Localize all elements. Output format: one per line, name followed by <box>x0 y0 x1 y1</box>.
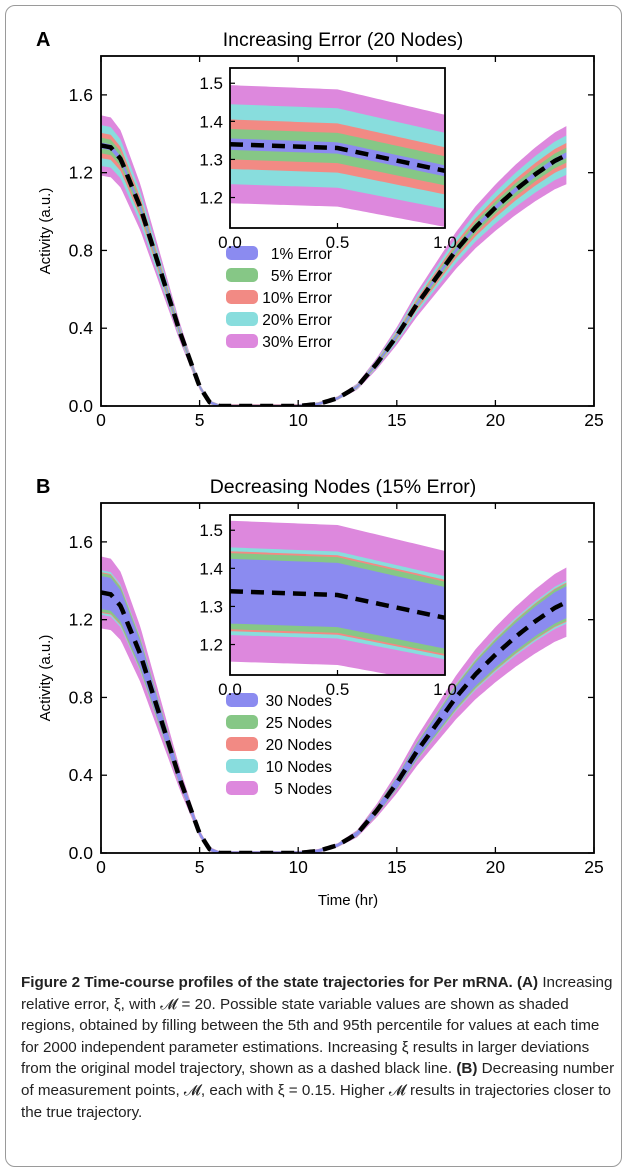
legend-swatch <box>226 781 258 795</box>
band-group <box>101 556 568 853</box>
chart-title: Increasing Error (20 Nodes) <box>223 29 464 51</box>
inset-x-tick-label: 1.0 <box>433 233 457 252</box>
legend-label: 25 Nodes <box>266 715 333 732</box>
legend-swatch <box>226 312 258 326</box>
y-tick-label: 0.4 <box>69 318 94 338</box>
y-tick-label: 0.4 <box>69 765 94 785</box>
plot-frame <box>100 55 595 407</box>
band-group <box>101 115 568 406</box>
legend-label: 30% Error <box>262 334 332 351</box>
inset-x-tick-label: 1.0 <box>433 680 457 699</box>
inset-y-tick-label: 1.3 <box>199 150 223 169</box>
y-tick-label: 1.6 <box>69 532 93 552</box>
inset-y-tick-label: 1.5 <box>199 74 223 93</box>
figure-caption: Figure 2 Time-course profiles of the sta… <box>21 972 616 1123</box>
caption-part-b-text: Decreasing number of measurement points,… <box>21 1060 615 1121</box>
legend-label: 10 Nodes <box>266 759 333 776</box>
x-tick-label: 25 <box>584 857 603 877</box>
caption-part-b-label: (B) <box>456 1060 478 1078</box>
legend-swatch <box>226 334 258 348</box>
legend-label: 10% Error <box>262 290 332 307</box>
panel-label: A <box>36 29 50 51</box>
inset-y-tick-label: 1.2 <box>199 189 223 208</box>
x-tick-label: 10 <box>288 410 308 430</box>
x-tick-label: 5 <box>195 410 205 430</box>
y-axis-label: Activity (a.u.) <box>37 188 54 275</box>
inset-true-trajectory-line <box>230 588 445 621</box>
panel-label: B <box>36 476 50 498</box>
x-axis-label: Time (hr) <box>318 892 378 909</box>
legend-label: 5 Nodes <box>274 781 332 798</box>
chart-panel-a: A Increasing Error (20 Nodes) 0 5 10 15 20 25 0.… <box>36 29 604 430</box>
plot-frame <box>100 502 595 854</box>
y-tick-label: 1.6 <box>69 85 93 105</box>
legend-label: 30 Nodes <box>266 693 333 710</box>
y-tick-label: 0.0 <box>69 396 94 416</box>
x-tick-label: 20 <box>486 857 506 877</box>
inset-band-group <box>230 85 445 227</box>
legend-swatch <box>226 737 258 751</box>
inset-y-tick-label: 1.3 <box>199 597 223 616</box>
x-tick-label: 15 <box>387 857 406 877</box>
chart-title: Decreasing Nodes (15% Error) <box>210 476 477 498</box>
chart-panel-b: B Decreasing Nodes (15% Error) 0 5 10 15 20 25 0… <box>36 476 604 909</box>
inset-band <box>230 558 445 649</box>
x-tick-label: 0 <box>96 410 106 430</box>
legend-swatch <box>226 290 258 304</box>
inset-chart: 0.0 0.5 1.0 1.2 1.3 1.4 1.5 <box>199 67 457 252</box>
y-tick-label: 1.2 <box>69 163 93 183</box>
inset-band-group <box>230 520 445 675</box>
inset-y-tick-label: 1.2 <box>199 636 223 655</box>
legend-label: 5% Error <box>271 268 332 285</box>
inset-y-tick-label: 1.5 <box>199 521 223 540</box>
x-tick-label: 5 <box>195 857 205 877</box>
legend-label: 1% Error <box>271 246 332 263</box>
caption-part-a-text: Increasing relative error, ξ, with 𝓜 = 2… <box>21 974 613 1078</box>
legend-swatch <box>226 759 258 773</box>
inset-y-tick-label: 1.4 <box>199 112 223 131</box>
caption-part-a-label: (A) <box>517 974 539 991</box>
y-tick-label: 0.8 <box>69 687 93 707</box>
figure-charts: A Increasing Error (20 Nodes) 0 5 10 15 20 25 0.… <box>36 29 604 909</box>
caption-title: Figure 2 Time-course profiles of the sta… <box>21 974 513 991</box>
inset-chart: 0.0 0.5 1.0 1.2 1.3 1.4 1.5 <box>199 514 457 699</box>
y-tick-label: 1.2 <box>69 610 93 630</box>
x-tick-label: 25 <box>584 410 603 430</box>
inset-x-tick-label: 0.0 <box>218 680 242 699</box>
y-tick-label: 0.0 <box>69 843 94 863</box>
inset-x-tick-label: 0.0 <box>218 233 242 252</box>
legend-swatch <box>226 268 258 282</box>
y-axis-label: Activity (a.u.) <box>37 635 54 722</box>
x-tick-label: 10 <box>288 857 308 877</box>
y-tick-label: 0.8 <box>69 240 93 260</box>
legend-swatch <box>226 715 258 729</box>
inset-x-tick-label: 0.5 <box>326 680 350 699</box>
true-trajectory-line <box>101 143 568 406</box>
legend-swatch <box>226 693 258 707</box>
inset-x-tick-label: 0.5 <box>326 233 350 252</box>
true-trajectory-line <box>101 590 568 853</box>
x-tick-label: 0 <box>96 857 106 877</box>
legend-label: 20 Nodes <box>266 737 333 754</box>
inset-true-trajectory-line <box>230 141 445 174</box>
inset-y-tick-label: 1.4 <box>199 559 223 578</box>
x-tick-label: 20 <box>486 410 506 430</box>
legend-swatch <box>226 246 258 260</box>
legend-label: 20% Error <box>262 312 332 329</box>
x-tick-label: 15 <box>387 410 406 430</box>
